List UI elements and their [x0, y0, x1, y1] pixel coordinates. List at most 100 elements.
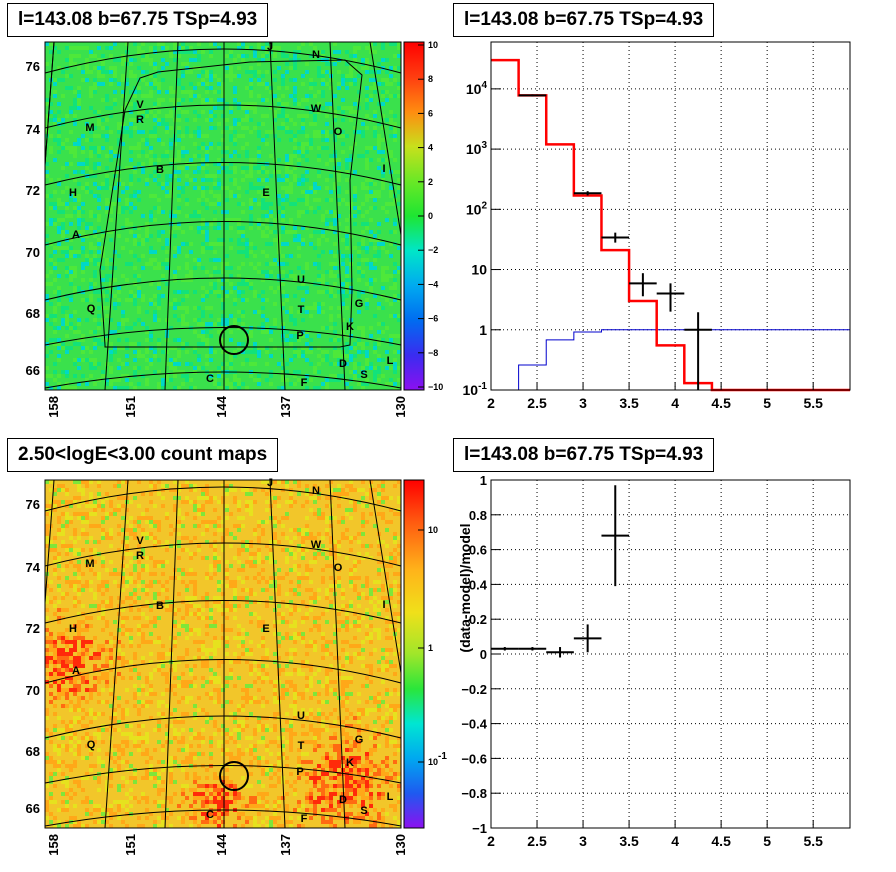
map-cell [153, 78, 157, 82]
map-cell [85, 644, 89, 648]
map-cell [149, 516, 153, 520]
map-cell [349, 202, 353, 206]
map-cell [277, 712, 281, 716]
map-cell [205, 496, 209, 500]
map-cell [165, 374, 169, 378]
map-cell [317, 354, 321, 358]
map-cell [369, 266, 373, 270]
map-cell [169, 636, 173, 640]
x-tick-label: 3 [579, 395, 587, 411]
map-cell [305, 226, 309, 230]
map-cell [273, 624, 277, 628]
map-cell [133, 74, 137, 78]
map-cell [341, 648, 345, 652]
map-cell [393, 688, 397, 692]
map-cell [257, 58, 261, 62]
map-cell [173, 298, 177, 302]
map-cell [261, 346, 265, 350]
map-cell [293, 528, 297, 532]
map-cell [193, 516, 197, 520]
map-cell [73, 194, 77, 198]
map-cell [245, 350, 249, 354]
map-cell [233, 596, 237, 600]
map-cell [333, 680, 337, 684]
map-cell [185, 680, 189, 684]
map-cell [57, 500, 61, 504]
map-cell [389, 202, 393, 206]
map-cell [305, 114, 309, 118]
map-cell [57, 382, 61, 386]
map-cell [309, 712, 313, 716]
map-cell [145, 704, 149, 708]
map-cell [221, 314, 225, 318]
map-cell [177, 50, 181, 54]
map-cell [333, 214, 337, 218]
map-cell [285, 330, 289, 334]
map-cell [245, 600, 249, 604]
map-cell [173, 496, 177, 500]
map-cell [105, 174, 109, 178]
map-cell [77, 636, 81, 640]
map-cell [313, 210, 317, 214]
map-cell [177, 54, 181, 58]
map-cell [117, 704, 121, 708]
map-cell [57, 50, 61, 54]
map-cell [149, 660, 153, 664]
map-cell [161, 78, 165, 82]
map-cell [189, 684, 193, 688]
map-cell [125, 42, 129, 46]
map-cell [205, 528, 209, 532]
map-cell [333, 640, 337, 644]
map-cell [273, 46, 277, 50]
map-cell [181, 110, 185, 114]
map-cell [65, 656, 69, 660]
map-cell [373, 628, 377, 632]
map-cell [113, 350, 117, 354]
map-cell [221, 158, 225, 162]
map-cell [245, 102, 249, 106]
map-cell [125, 708, 129, 712]
map-cell [241, 102, 245, 106]
map-cell [269, 560, 273, 564]
map-cell [373, 90, 377, 94]
map-cell [209, 78, 213, 82]
map-cell [261, 656, 265, 660]
map-cell [181, 278, 185, 282]
map-cell [305, 290, 309, 294]
map-cell [217, 366, 221, 370]
map-cell [73, 564, 77, 568]
map-cell [129, 298, 133, 302]
map-cell [209, 118, 213, 122]
map-cell [213, 560, 217, 564]
map-cell [73, 624, 77, 628]
map-cell [125, 82, 129, 86]
map-cell [189, 386, 193, 390]
map-cell [137, 516, 141, 520]
map-cell [345, 166, 349, 170]
map-cell [225, 636, 229, 640]
map-cell [369, 78, 373, 82]
map-cell [197, 54, 201, 58]
map-cell [101, 70, 105, 74]
map-cell [173, 374, 177, 378]
map-cell [85, 580, 89, 584]
map-cell [349, 576, 353, 580]
map-cell [73, 636, 77, 640]
map-cell [277, 198, 281, 202]
map-cell [161, 262, 165, 266]
map-cell [165, 596, 169, 600]
map-cell [49, 322, 53, 326]
map-cell [189, 500, 193, 504]
map-cell [393, 560, 397, 564]
map-cell [301, 672, 305, 676]
map-cell [277, 274, 281, 278]
map-cell [105, 664, 109, 668]
map-cell [173, 608, 177, 612]
map-cell [397, 82, 401, 86]
map-cell [237, 274, 241, 278]
map-cell [137, 274, 141, 278]
map-cell [77, 504, 81, 508]
map-cell [73, 270, 77, 274]
map-cell [117, 130, 121, 134]
map-cell [53, 94, 57, 98]
